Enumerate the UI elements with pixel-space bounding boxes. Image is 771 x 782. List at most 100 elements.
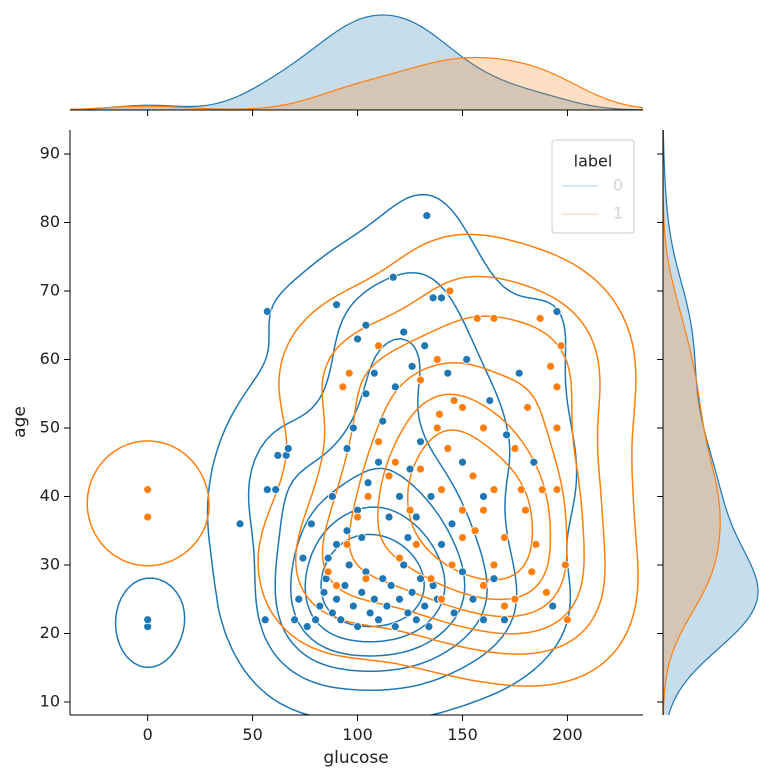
- scatter-point: [535, 313, 545, 323]
- scatter-point: [294, 594, 304, 604]
- scatter-point: [523, 403, 532, 412]
- scatter-point: [386, 581, 396, 590]
- scatter-point: [468, 471, 478, 481]
- top-density-line: [69, 14, 644, 111]
- scatter-point: [470, 526, 480, 536]
- scatter-point: [479, 423, 488, 433]
- scatter-point: [411, 512, 421, 522]
- scatter-point: [479, 581, 488, 590]
- kde-contour: [304, 506, 446, 643]
- scatter-point: [416, 375, 425, 385]
- scatter-point: [143, 615, 153, 625]
- y-tick-label: 70: [40, 280, 60, 299]
- scatter-point: [416, 574, 425, 584]
- scatter-point: [500, 615, 509, 625]
- y-tick-label: 90: [40, 143, 60, 162]
- scatter-point: [437, 485, 446, 495]
- scatter-point: [390, 382, 400, 392]
- legend-box: [551, 139, 635, 234]
- scatter-point: [489, 313, 499, 323]
- scatter-point: [342, 444, 352, 453]
- scatter-point: [361, 320, 371, 330]
- scatter-point: [458, 533, 467, 542]
- x-axis-label: glucose: [323, 748, 388, 768]
- scatter-point: [428, 293, 438, 303]
- scatter-point: [443, 444, 453, 453]
- scatter-point: [552, 307, 562, 316]
- scatter-point: [323, 567, 333, 577]
- scatter-point: [143, 512, 153, 522]
- y-tick-label: 50: [40, 417, 60, 436]
- scatter-point: [344, 368, 354, 378]
- scatter-point: [447, 560, 457, 570]
- scatter-point: [437, 594, 446, 604]
- scatter-point: [340, 581, 350, 590]
- scatter-point: [273, 450, 283, 460]
- scatter-point: [531, 540, 541, 549]
- y-axis-label: age: [10, 406, 30, 438]
- scatter-point: [403, 608, 413, 618]
- scatter-point: [390, 622, 400, 632]
- scatter-point: [369, 594, 379, 604]
- scatter-point: [479, 492, 488, 501]
- x-tick-label: 0: [143, 725, 153, 744]
- scatter-point: [384, 471, 394, 481]
- scatter-point: [302, 622, 312, 632]
- scatter-point: [283, 444, 293, 453]
- scatter-point: [315, 601, 325, 611]
- scatter-point: [388, 272, 398, 282]
- x-tick-label: 150: [447, 725, 478, 744]
- scatter-point: [361, 389, 371, 399]
- scatter-point: [357, 533, 367, 542]
- scatter-point: [449, 608, 459, 618]
- scatter-point: [546, 361, 556, 371]
- scatter-point: [542, 587, 551, 597]
- x-tick-label: 50: [242, 725, 262, 744]
- scatter-point: [262, 307, 272, 316]
- scatter-point: [390, 457, 400, 467]
- scatter-point: [319, 587, 329, 597]
- scatter-point: [560, 560, 570, 570]
- scatter-point: [437, 540, 446, 549]
- scatter-point: [378, 574, 388, 584]
- x-tick-label: 200: [552, 725, 583, 744]
- scatter-point: [342, 540, 352, 549]
- scatter-point: [458, 457, 467, 467]
- scatter-point: [437, 293, 446, 303]
- scatter-point: [458, 567, 467, 577]
- scatter-point: [262, 485, 272, 495]
- scatter-point: [327, 492, 337, 501]
- scatter-point: [323, 553, 333, 563]
- scatter-point: [374, 615, 383, 625]
- scatter-point: [552, 423, 562, 433]
- scatter-point: [374, 437, 383, 447]
- scatter-point: [563, 615, 572, 625]
- scatter-point: [552, 485, 562, 495]
- scatter-point: [485, 396, 495, 405]
- scatter-point: [260, 615, 270, 625]
- scatter-point: [311, 615, 320, 625]
- scatter-point: [411, 540, 421, 549]
- scatter-point: [416, 437, 425, 447]
- kde-contour: [406, 429, 534, 581]
- scatter-point: [432, 355, 442, 364]
- legend-title: label: [574, 152, 613, 171]
- scatter-point: [489, 485, 499, 495]
- scatter-point: [369, 368, 379, 378]
- scatter-point: [327, 608, 337, 618]
- scatter-point: [411, 615, 421, 625]
- scatter-point: [353, 512, 362, 522]
- scatter-point: [298, 553, 308, 563]
- scatter-point: [472, 313, 482, 323]
- scatter-point: [416, 464, 425, 474]
- scatter-point: [537, 485, 547, 495]
- y-tick-label: 40: [40, 486, 60, 505]
- scatter-point: [479, 615, 488, 625]
- scatter-point: [332, 300, 341, 310]
- scatter-point: [521, 505, 530, 515]
- scatter-point: [502, 430, 511, 440]
- kde-contour: [290, 467, 466, 657]
- scatter-point: [342, 526, 352, 536]
- scatter-point: [443, 368, 453, 378]
- scatter-point: [374, 341, 383, 351]
